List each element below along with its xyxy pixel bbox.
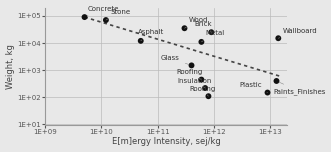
Text: Paints_Finishes: Paints_Finishes	[274, 82, 326, 95]
Text: Asphalt: Asphalt	[138, 29, 164, 41]
Point	[138, 40, 143, 42]
Point	[274, 80, 279, 82]
Point	[103, 19, 109, 21]
Point	[265, 91, 270, 94]
Point	[199, 41, 204, 43]
Point	[189, 64, 194, 67]
Point	[209, 31, 214, 33]
Point	[206, 95, 211, 97]
Text: Stone: Stone	[106, 9, 130, 20]
Text: Wood: Wood	[184, 17, 208, 28]
Point	[199, 78, 204, 81]
Point	[276, 37, 281, 40]
Text: Wallboard: Wallboard	[278, 28, 317, 38]
Text: Concrete: Concrete	[87, 5, 119, 16]
Text: Metal: Metal	[201, 30, 225, 42]
Point	[182, 27, 187, 29]
Text: Plastic: Plastic	[240, 82, 267, 93]
Text: Brick: Brick	[195, 21, 212, 32]
Y-axis label: Weight, kg: Weight, kg	[6, 44, 15, 88]
Text: Glass: Glass	[161, 55, 189, 64]
Text: Roofing: Roofing	[176, 69, 203, 80]
Text: Roofing: Roofing	[189, 86, 215, 96]
X-axis label: E[m]ergy Intensity, sej/kg: E[m]ergy Intensity, sej/kg	[112, 137, 220, 146]
Text: Insulation: Insulation	[177, 78, 212, 88]
Point	[82, 16, 87, 18]
Point	[203, 87, 208, 89]
